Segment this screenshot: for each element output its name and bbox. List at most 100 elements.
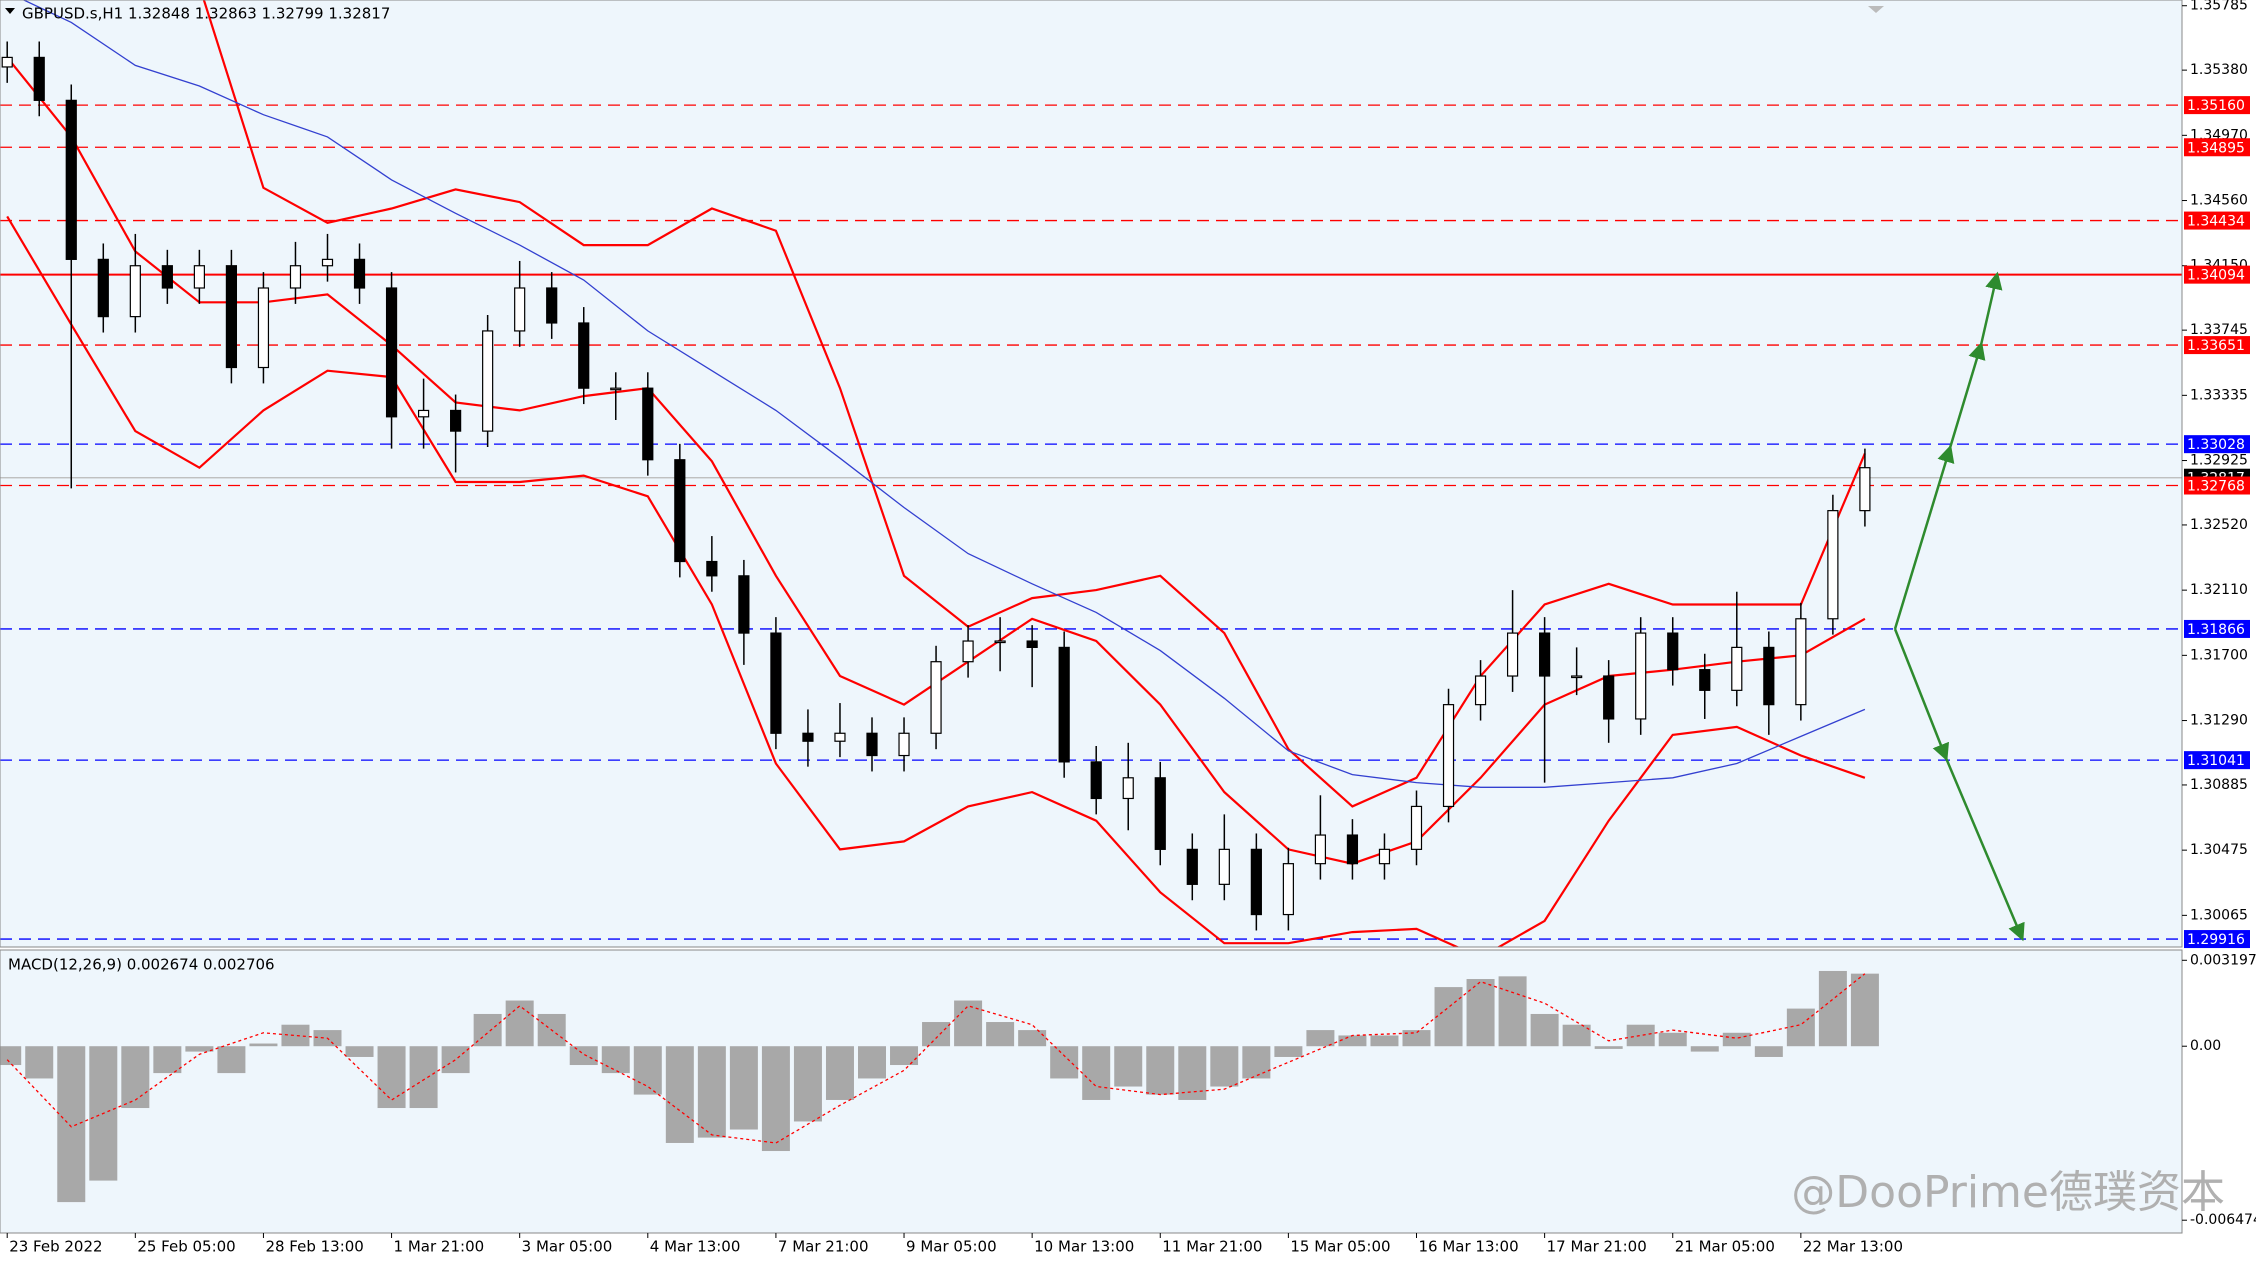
candle-body xyxy=(1442,704,1455,808)
y-tick-label: -0.006474 xyxy=(2190,1212,2256,1228)
macd-title: MACD(12,26,9) 0.002674 0.002706 xyxy=(8,956,275,974)
level-label-box xyxy=(2184,265,2250,284)
arrow xyxy=(1944,757,2025,942)
level-label-box xyxy=(2184,619,2250,638)
candle-body xyxy=(546,287,558,324)
indicator-line xyxy=(202,0,1866,808)
level-label: 1.31866 xyxy=(2187,622,2245,638)
candle-body xyxy=(642,387,654,461)
macd-bar xyxy=(0,1046,22,1066)
macd-bar xyxy=(505,1000,534,1047)
level-label: 1.34094 xyxy=(2187,268,2245,284)
macd-bar xyxy=(857,1046,886,1079)
candle-body xyxy=(1250,848,1262,916)
macd-bar xyxy=(1402,1030,1431,1047)
macd-bar xyxy=(922,1022,951,1047)
macd-bar xyxy=(153,1046,182,1074)
y-tick-label: 0.003197 xyxy=(2190,952,2256,968)
level-label: 1.34895 xyxy=(2187,140,2245,156)
macd-bar xyxy=(441,1046,470,1074)
scroll-marker[interactable] xyxy=(1868,6,1884,13)
candle-body xyxy=(802,732,814,742)
candle-body xyxy=(1410,805,1423,850)
x-tick-label: 28 Feb 13:00 xyxy=(265,1238,363,1256)
candle-body xyxy=(514,287,526,332)
level-label: 1.32768 xyxy=(2187,479,2245,495)
level-label: 1.33028 xyxy=(2187,437,2245,453)
candle-body xyxy=(1763,646,1775,706)
level-label-box xyxy=(2184,211,2250,230)
macd-bar xyxy=(1050,1046,1079,1079)
candle-body xyxy=(578,322,590,389)
menu-triangle[interactable] xyxy=(5,8,15,14)
x-tick-label: 4 Mar 13:00 xyxy=(650,1238,741,1256)
level-label: 1.33651 xyxy=(2187,338,2245,354)
arrow xyxy=(1979,271,2003,346)
candle-body xyxy=(674,459,686,563)
macd-bar xyxy=(729,1046,758,1130)
y-tick-label: 1.32110 xyxy=(2190,582,2248,598)
candle-body xyxy=(193,265,205,289)
macd-bar xyxy=(1530,1013,1559,1047)
x-tick-label: 1 Mar 21:00 xyxy=(394,1238,485,1256)
candle-body xyxy=(1378,848,1391,865)
candle-body xyxy=(482,330,494,432)
candle-body xyxy=(321,258,334,267)
indicator-line xyxy=(6,215,1866,947)
candle-body xyxy=(161,265,173,289)
candle-body xyxy=(1,56,13,68)
candle-body xyxy=(289,265,302,289)
price-plot xyxy=(0,0,2182,947)
macd-bar xyxy=(121,1046,150,1109)
macd-bar xyxy=(1434,987,1463,1047)
level-label-box xyxy=(2184,138,2250,157)
level-label-box xyxy=(2184,751,2250,770)
level-label-box xyxy=(2184,96,2250,115)
signal-line xyxy=(6,973,1866,1144)
candle-body xyxy=(770,632,782,734)
indicator-line xyxy=(22,0,1866,788)
candle-body xyxy=(385,287,398,418)
macd-bar xyxy=(1594,1046,1623,1049)
macd-bar xyxy=(1722,1032,1751,1047)
candle-body xyxy=(65,99,77,260)
candle-body xyxy=(610,387,622,391)
candle-body xyxy=(417,409,430,418)
candle-body xyxy=(1571,675,1583,679)
candle-body xyxy=(1699,669,1711,691)
macd-bar xyxy=(1082,1046,1111,1100)
x-tick-label: 3 Mar 05:00 xyxy=(522,1238,613,1256)
x-tick-label: 11 Mar 21:00 xyxy=(1162,1238,1262,1256)
macd-bar xyxy=(1306,1030,1335,1047)
macd-bar xyxy=(825,1046,854,1100)
candle-body xyxy=(962,640,974,663)
level-label-box xyxy=(2184,930,2250,949)
candle-body xyxy=(1122,777,1134,800)
macd-bar xyxy=(281,1024,310,1047)
candle-body xyxy=(866,732,878,757)
candle-body xyxy=(1346,834,1359,865)
candle-body xyxy=(1731,646,1743,691)
macd-plot xyxy=(0,970,1879,1203)
candle-body xyxy=(353,258,366,289)
x-tick-label: 22 Mar 13:00 xyxy=(1803,1238,1903,1256)
y-tick-label: 1.32925 xyxy=(2190,453,2248,469)
macd-bar xyxy=(1818,970,1847,1047)
level-label-box xyxy=(2184,476,2250,495)
candle-body xyxy=(1539,632,1551,677)
candle-body xyxy=(1667,632,1679,671)
macd-bar xyxy=(665,1046,694,1143)
arrow xyxy=(1893,628,1949,762)
macd-bar xyxy=(1018,1030,1047,1047)
y-tick-label: 1.30475 xyxy=(2190,842,2248,858)
level-label-box xyxy=(2184,336,2250,355)
arrow xyxy=(1893,444,1955,630)
y-tick-label: 1.30065 xyxy=(2190,907,2248,923)
candle-body xyxy=(1795,618,1807,706)
macd-bar xyxy=(1210,1046,1239,1087)
candle-body xyxy=(129,265,141,318)
macd-bar xyxy=(1658,1032,1687,1047)
candle-body xyxy=(1859,467,1871,512)
macd-bar xyxy=(986,1022,1015,1047)
candle-body xyxy=(1603,675,1615,720)
